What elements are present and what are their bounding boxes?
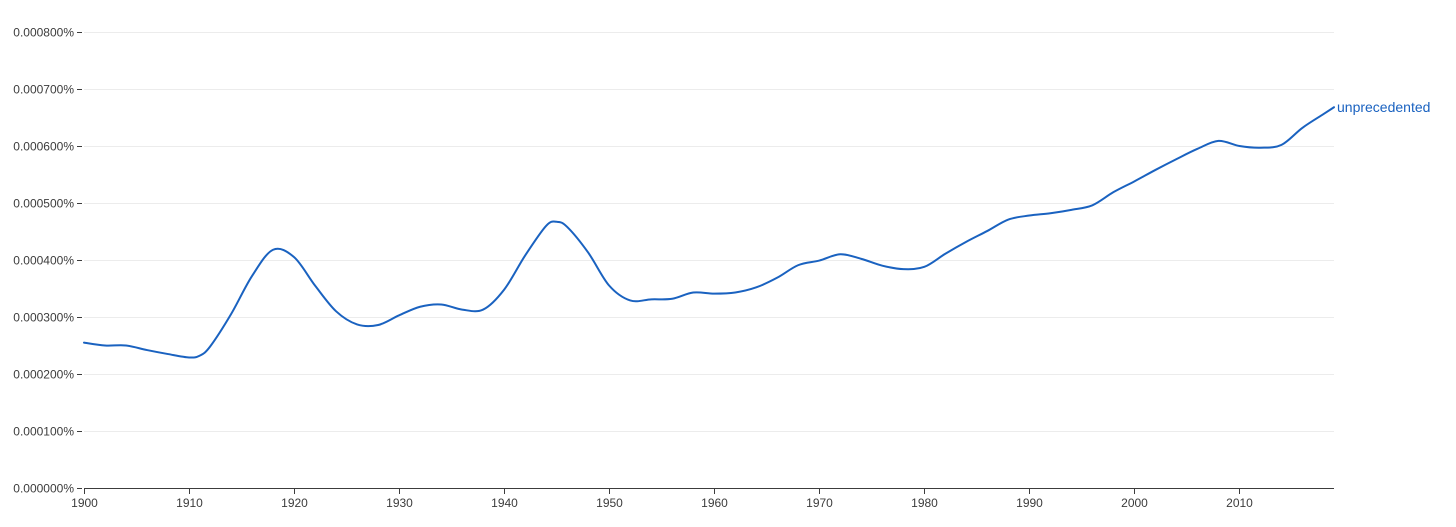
y-tick-label: 0.000200% bbox=[13, 368, 74, 382]
y-tick-label: 0.000800% bbox=[13, 26, 74, 40]
x-tick-label: 1950 bbox=[596, 496, 623, 510]
x-tick-label: 1940 bbox=[491, 496, 518, 510]
x-tick-label: 2010 bbox=[1226, 496, 1253, 510]
y-tick-label: 0.000700% bbox=[13, 83, 74, 97]
grid-layer bbox=[84, 32, 1334, 432]
axis-layer: 0.000000% 0.000100% 0.000200% 0.000300% 0.00… bbox=[13, 26, 1334, 510]
y-tick-label: 0.000500% bbox=[13, 197, 74, 211]
series-layer: unprecedented bbox=[83, 99, 1430, 359]
y-tick-label: 0.000100% bbox=[13, 425, 74, 439]
y-tick-label: 0.000300% bbox=[13, 311, 74, 325]
y-tick-label: 0.000400% bbox=[13, 254, 74, 268]
x-tick-label: 1930 bbox=[386, 496, 413, 510]
x-tick-label: 1920 bbox=[281, 496, 308, 510]
x-tick-label: 1910 bbox=[176, 496, 203, 510]
x-tick-label: 1970 bbox=[806, 496, 833, 510]
y-tick-label: 0.000000% bbox=[13, 482, 74, 496]
y-tick-label: 0.000600% bbox=[13, 140, 74, 154]
series-label-unprecedented[interactable]: unprecedented bbox=[1337, 99, 1430, 115]
x-tick-label: 1960 bbox=[701, 496, 728, 510]
series-line-unprecedented[interactable] bbox=[83, 106, 1335, 359]
x-tick-label: 1900 bbox=[71, 496, 98, 510]
x-tick-label: 1980 bbox=[911, 496, 938, 510]
x-tick-label: 1990 bbox=[1016, 496, 1043, 510]
x-tick-label: 2000 bbox=[1121, 496, 1148, 510]
